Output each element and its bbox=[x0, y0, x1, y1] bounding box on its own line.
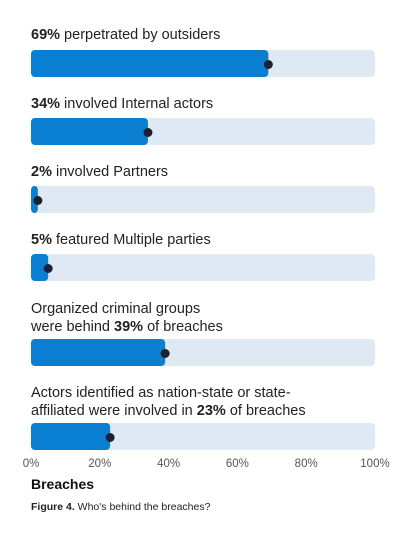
bar-label: 5% featured Multiple parties bbox=[31, 232, 211, 248]
bar bbox=[31, 50, 269, 77]
x-tick-label: 0% bbox=[22, 458, 40, 470]
caption-label: Figure 4. bbox=[31, 501, 75, 513]
bar-value-label: 2% bbox=[31, 164, 52, 180]
x-tick-label: 80% bbox=[294, 458, 318, 470]
bar-track bbox=[31, 254, 375, 281]
bar-track bbox=[31, 186, 375, 213]
bar bbox=[31, 423, 111, 450]
bar-label: 34% involved Internal actors bbox=[31, 96, 214, 112]
bar-end-marker bbox=[263, 60, 273, 69]
x-tick-label: 60% bbox=[225, 458, 249, 470]
bar-value-label: 69% bbox=[31, 27, 61, 43]
bar bbox=[31, 339, 166, 366]
bar-value-label: 23% bbox=[196, 403, 226, 419]
bar-end-marker bbox=[105, 433, 115, 442]
bar-label: 69% perpetrated by outsiders bbox=[31, 27, 221, 43]
bar bbox=[31, 254, 49, 281]
x-tick-label: 40% bbox=[157, 458, 181, 470]
bar-label: Actors identified as nation-state or sta… bbox=[31, 385, 306, 419]
bar bbox=[31, 118, 148, 145]
bar-value-label: 34% bbox=[31, 96, 61, 112]
bar-end-marker bbox=[160, 349, 170, 358]
bar-end-marker bbox=[33, 196, 43, 205]
bar-end-marker bbox=[143, 128, 153, 137]
bar-end-marker bbox=[43, 264, 53, 273]
figure-caption: Figure 4. Who's behind the breaches? bbox=[31, 501, 210, 513]
bar-value-label: 39% bbox=[114, 319, 144, 335]
bar-track bbox=[31, 423, 375, 450]
x-tick-label: 100% bbox=[360, 458, 390, 470]
bar-label: 2% involved Partners bbox=[31, 164, 169, 180]
bar-label: Organized criminal groups were behind 39%… bbox=[31, 301, 223, 335]
x-axis-label: Breaches bbox=[31, 476, 95, 492]
bar-value-label: 5% bbox=[31, 232, 52, 248]
x-tick-label: 20% bbox=[88, 458, 112, 470]
caption-text: Who's behind the breaches? bbox=[74, 501, 211, 513]
